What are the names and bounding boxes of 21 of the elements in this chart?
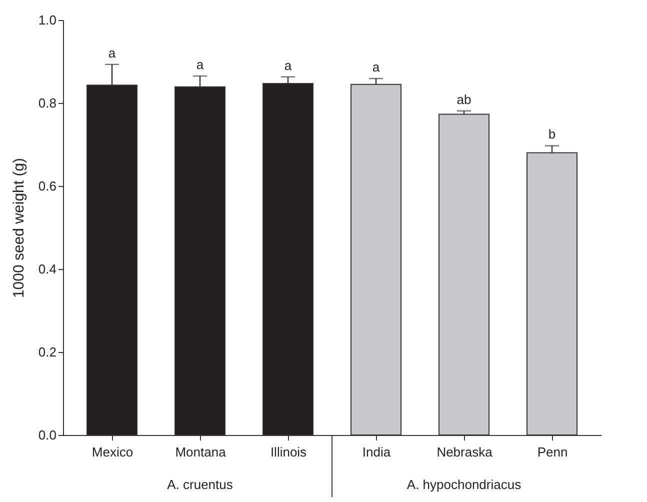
x-tick-label: Mexico	[92, 444, 134, 460]
text: A. hypochondriacus	[406, 477, 522, 492]
annotation: b	[548, 126, 556, 142]
y-tick-label: 0.2	[38, 344, 56, 360]
y-tick-label: 0.8	[38, 96, 56, 110]
annotation: a	[284, 58, 292, 73]
x-tick-label: Penn	[537, 444, 568, 460]
y-tick-label: 1.0	[38, 12, 56, 28]
y-tick-label: 0.0	[38, 428, 56, 442]
annotation: a	[196, 57, 204, 72]
y-tick-label: 0.4	[38, 262, 56, 276]
y-tick-label: 0.6	[38, 178, 56, 194]
x-tick-label: Illinois	[270, 444, 308, 460]
text: A. cruentus	[167, 477, 234, 492]
annotation: ab	[456, 92, 472, 107]
x-tick-label: Montana	[175, 444, 227, 460]
y-axis-title: 1000 seed weight (g)	[10, 158, 28, 298]
annotation: a	[372, 60, 380, 75]
x-tick-label: Nebraska	[436, 444, 494, 460]
x-tick-label: India	[362, 444, 392, 460]
annotation: a	[108, 45, 116, 60]
